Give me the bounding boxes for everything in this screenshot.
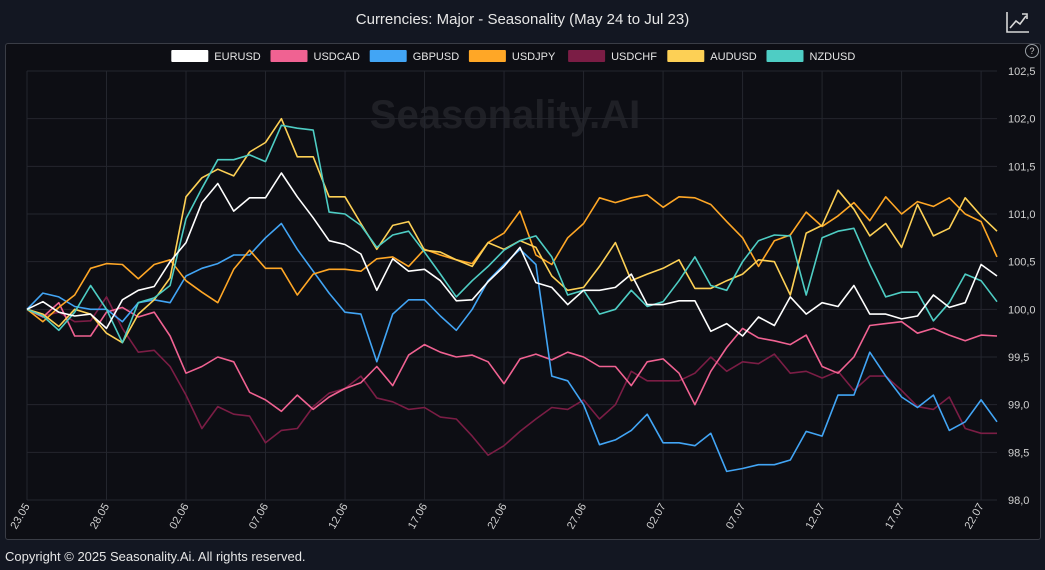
help-icon[interactable]: ? bbox=[1025, 44, 1039, 58]
copyright-text: Copyright © 2025 Seasonality.Ai. All rig… bbox=[5, 549, 306, 564]
y-tick-label: 101,0 bbox=[1008, 209, 1036, 221]
series-line-usdjpy[interactable] bbox=[26, 194, 998, 323]
x-tick-label: 02.06 bbox=[167, 502, 191, 532]
y-tick-label: 102,5 bbox=[1008, 66, 1036, 78]
legend-swatch bbox=[171, 50, 209, 62]
y-tick-label: 98,0 bbox=[1008, 495, 1029, 507]
legend-item-usdchf[interactable]: USDCHF bbox=[568, 50, 657, 63]
legend-swatch bbox=[766, 50, 804, 62]
series-line-eurusd[interactable] bbox=[26, 172, 998, 337]
x-tick-label: 28.05 bbox=[88, 502, 112, 532]
x-tick-label: 12.07 bbox=[804, 502, 828, 532]
series-line-gbpusd[interactable] bbox=[26, 222, 998, 473]
legend-item-nzdusd[interactable]: NZDUSD bbox=[766, 50, 856, 63]
series-line-usdcad[interactable] bbox=[26, 301, 998, 413]
series-lines bbox=[26, 117, 998, 473]
legend-item-audusd[interactable]: AUDUSD bbox=[667, 50, 757, 63]
y-tick-label: 100,0 bbox=[1008, 304, 1036, 316]
x-tick-label: 23.05 bbox=[8, 502, 32, 532]
legend-swatch bbox=[270, 50, 308, 62]
legend-label: USDJPY bbox=[512, 51, 556, 63]
y-tick-label: 101,5 bbox=[1008, 161, 1036, 173]
legend-item-gbpusd[interactable]: GBPUSD bbox=[369, 50, 460, 63]
chart-watermark: Seasonality.AI bbox=[370, 93, 640, 137]
legend-label: GBPUSD bbox=[413, 51, 460, 63]
x-tick-label: 12.06 bbox=[326, 502, 350, 532]
x-tick-label: 27.06 bbox=[565, 502, 589, 532]
legend-swatch bbox=[369, 50, 407, 62]
x-tick-label: 22.06 bbox=[485, 502, 509, 532]
x-tick-label: 22.07 bbox=[963, 502, 987, 532]
y-tick-label: 102,0 bbox=[1008, 114, 1036, 126]
grid-lines bbox=[26, 70, 997, 501]
legend-swatch bbox=[667, 50, 705, 62]
legend-label: EURUSD bbox=[214, 51, 261, 63]
y-tick-label: 98,5 bbox=[1008, 447, 1029, 459]
legend-label: USDCAD bbox=[314, 51, 361, 63]
legend-swatch bbox=[468, 50, 506, 62]
y-tick-label: 99,0 bbox=[1008, 400, 1029, 412]
legend[interactable]: EURUSD USDCAD GBPUSD USDJPY USDCHF AUDUSD NZDU… bbox=[171, 50, 855, 63]
legend-label: USDCHF bbox=[611, 51, 657, 63]
chart-export-icon[interactable] bbox=[1004, 9, 1032, 35]
x-tick-label: 02.07 bbox=[645, 502, 669, 532]
y-tick-label: 100,5 bbox=[1008, 257, 1036, 269]
x-tick-label: 07.06 bbox=[247, 502, 271, 532]
series-line-nzdusd[interactable] bbox=[26, 124, 998, 344]
legend-swatch bbox=[568, 50, 606, 62]
chart-title: Currencies: Major - Seasonality (May 24 … bbox=[355, 11, 690, 28]
y-tick-label: 99,5 bbox=[1008, 352, 1029, 364]
legend-item-usdcad[interactable]: USDCAD bbox=[270, 50, 361, 63]
legend-label: NZDUSD bbox=[810, 51, 856, 63]
x-tick-label: 17.07 bbox=[883, 502, 907, 532]
series-line-usdchf[interactable] bbox=[26, 296, 997, 457]
legend-item-eurusd[interactable]: EURUSD bbox=[171, 50, 261, 63]
x-tick-label: 07.07 bbox=[724, 502, 748, 532]
x-tick-label: 17.06 bbox=[406, 502, 430, 532]
legend-label: AUDUSD bbox=[710, 51, 757, 63]
legend-item-usdjpy[interactable]: USDJPY bbox=[468, 50, 556, 63]
